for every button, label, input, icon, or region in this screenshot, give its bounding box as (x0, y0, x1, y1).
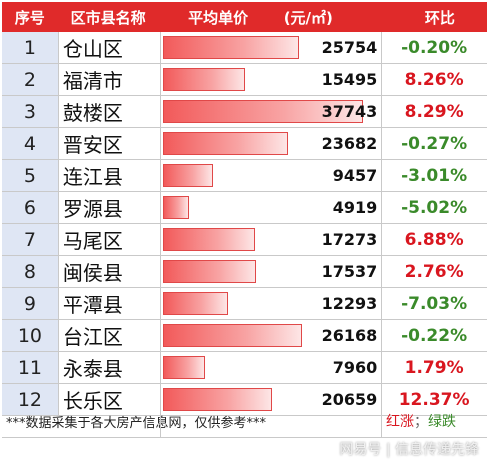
price-value: 20659 (321, 390, 378, 409)
change-value: -7.03% (401, 293, 468, 314)
row-name: 台江区 (62, 325, 123, 349)
row-index: 4 (2, 128, 59, 159)
row-index: 6 (2, 192, 59, 223)
price-cell: 37743 (161, 96, 382, 127)
price-bar (162, 324, 302, 347)
price-cell: 9457 (161, 160, 382, 191)
footer-note: ***数据采集于各大房产信息网，仅供参考*** (6, 415, 267, 431)
price-value: 15495 (321, 70, 378, 89)
table-row: 6 罗源县 4919 -5.02% (2, 192, 487, 224)
table-row: 10 台江区 26168 -0.22% (2, 320, 487, 352)
header-change: 环比 (424, 8, 455, 27)
price-bar (162, 260, 256, 283)
row-name: 连江县 (62, 165, 123, 189)
row-name: 晋安区 (62, 133, 123, 157)
legend-down: 绿跌 (428, 414, 456, 430)
legend-separator: ； (414, 414, 428, 430)
row-index: 2 (2, 64, 59, 95)
row-index: 8 (2, 256, 59, 287)
table-row: 9 平潭县 12293 -7.03% (2, 288, 487, 320)
row-name: 鼓楼区 (62, 101, 123, 125)
header-index: 序号 (14, 8, 45, 27)
row-index: 5 (2, 160, 59, 191)
watermark: 网易号 | 信息传递先锋 (339, 442, 479, 458)
row-name: 马尾区 (62, 229, 123, 253)
table-body: 1 仓山区 25754 -0.20% 2 福清市 15495 8.26% 3 鼓楼区 37743 8.… (2, 32, 487, 416)
header-name: 区市县名称 (70, 8, 146, 27)
price-bar (162, 388, 272, 411)
price-cell: 12293 (161, 288, 382, 319)
row-name: 仓山区 (62, 37, 123, 61)
price-value: 4919 (332, 198, 378, 217)
row-name: 罗源县 (62, 197, 123, 221)
price-value: 25754 (321, 38, 378, 57)
change-value: -0.22% (401, 325, 468, 346)
change-value: -5.02% (401, 197, 468, 218)
price-cell: 23682 (161, 128, 382, 159)
price-value: 17537 (321, 262, 378, 281)
table-row: 2 福清市 15495 8.26% (2, 64, 487, 96)
price-cell: 20659 (161, 384, 382, 415)
price-cell: 25754 (161, 32, 382, 63)
change-value: -0.20% (401, 37, 468, 58)
row-index: 12 (2, 384, 59, 415)
price-bar (162, 356, 205, 379)
price-bar (162, 228, 255, 251)
row-name: 平潭县 (62, 293, 123, 317)
table-row: 8 闽侯县 17537 2.76% (2, 256, 487, 288)
table-row: 4 晋安区 23682 -0.27% (2, 128, 487, 160)
price-value: 9457 (332, 166, 378, 185)
price-bar (162, 292, 228, 315)
change-value: 8.26% (404, 69, 464, 90)
price-bar (162, 132, 288, 155)
price-value: 12293 (321, 294, 378, 313)
change-value: 2.76% (404, 261, 464, 282)
price-bar (162, 164, 213, 187)
header-unit: (元/㎡) (283, 8, 333, 27)
row-index: 11 (2, 352, 59, 383)
change-value: 8.29% (404, 101, 464, 122)
change-value: 12.37% (398, 389, 470, 410)
header-price: 平均单价 (188, 8, 249, 27)
price-cell: 17537 (161, 256, 382, 287)
price-bar (162, 196, 189, 219)
change-value: 1.79% (404, 357, 464, 378)
row-index: 3 (2, 96, 59, 127)
row-name: 长乐区 (62, 389, 123, 413)
legend-up: 红涨 (386, 414, 414, 430)
price-value: 17273 (321, 230, 378, 249)
price-cell: 26168 (161, 320, 382, 351)
table-row: 11 永泰县 7960 1.79% (2, 352, 487, 384)
table-row: 3 鼓楼区 37743 8.29% (2, 96, 487, 128)
row-name: 福清市 (62, 69, 123, 93)
table-row: 7 马尾区 17273 6.88% (2, 224, 487, 256)
row-index: 10 (2, 320, 59, 351)
price-value: 23682 (321, 134, 378, 153)
grid-line (381, 32, 382, 437)
price-bar (162, 100, 363, 123)
row-index: 1 (2, 32, 59, 63)
change-value: -0.27% (401, 133, 468, 154)
grid-line (160, 32, 161, 437)
price-cell: 17273 (161, 224, 382, 255)
price-bar (162, 36, 299, 59)
footer: ***数据采集于各大房产信息网，仅供参考*** 红涨 ； 绿跌 (2, 405, 487, 438)
table-row: 1 仓山区 25754 -0.20% (2, 32, 487, 64)
price-cell: 4919 (161, 192, 382, 223)
table-row: 12 长乐区 20659 12.37% (2, 384, 487, 416)
table-row: 5 连江县 9457 -3.01% (2, 160, 487, 192)
price-value: 7960 (332, 358, 378, 377)
price-value: 26168 (321, 326, 378, 345)
row-name: 永泰县 (62, 357, 123, 381)
price-value: 37743 (321, 102, 378, 121)
price-cell: 7960 (161, 352, 382, 383)
table-header: 序号 区市县名称 平均单价 (元/㎡) 环比 (2, 2, 487, 32)
row-index: 7 (2, 224, 59, 255)
row-index: 9 (2, 288, 59, 319)
price-bar (162, 68, 245, 91)
row-name: 闽侯县 (62, 261, 123, 285)
change-value: -3.01% (401, 165, 468, 186)
change-value: 6.88% (404, 229, 464, 250)
price-cell: 15495 (161, 64, 382, 95)
